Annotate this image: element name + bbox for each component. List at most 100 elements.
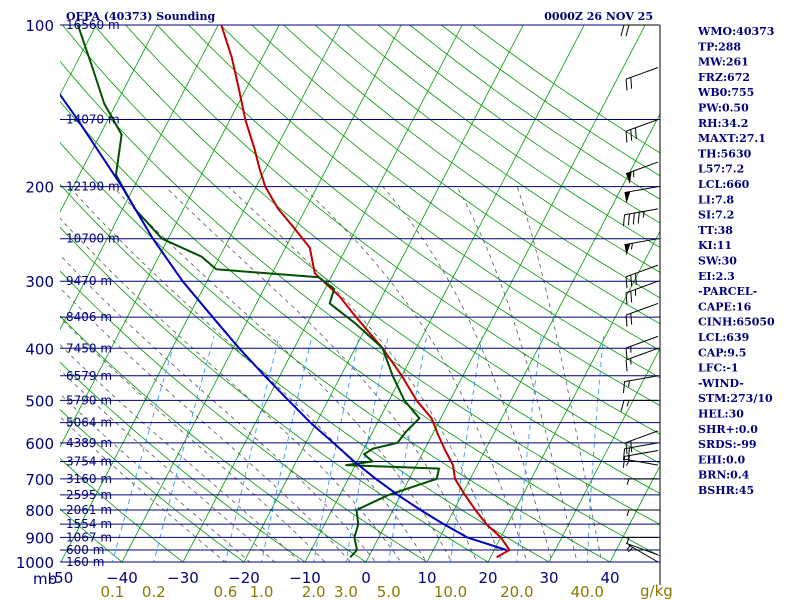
mixing-ratio-line: [313, 336, 360, 562]
stability-index: EHI:0.0: [698, 453, 745, 466]
dry-adiabat-line: [60, 183, 550, 562]
wind-barb: [625, 302, 659, 327]
mixing-ratio-line: [153, 336, 215, 562]
wind-barb: [620, 24, 658, 37]
moist-adiabat-line: [60, 217, 402, 562]
dry-adiabat-line: [60, 409, 245, 562]
dry-adiabat-line: [188, 25, 660, 379]
pressure-unit-label: mb: [33, 570, 57, 588]
wind-barb: [624, 509, 658, 517]
temperature-tick-label: 30: [539, 569, 558, 587]
wind-barb: [625, 119, 659, 143]
pressure-tick-label: 1000: [16, 554, 54, 572]
isotherm-line: [60, 25, 280, 448]
mixing-ratio-tick-label: 0.2: [142, 583, 166, 600]
dry-adiabat-line: [60, 315, 367, 562]
dry-adiabats: [60, 25, 660, 562]
isotherm-line: [60, 25, 219, 331]
stability-indices-panel: WMO:40373 TP:288 MW:261 FRZ:672 WB0:755 PW:0.…: [697, 25, 775, 497]
isotherm-line: [243, 25, 524, 562]
wind-barb: [622, 208, 659, 227]
mixing-ratio-line: [516, 336, 542, 562]
stability-index: SI:7.2: [698, 209, 734, 222]
moist-adiabat-line: [60, 254, 377, 562]
mixing-ratio-tick-label: 3.0: [334, 583, 358, 600]
stability-index: LCL:639: [698, 331, 749, 344]
wind-barb: [622, 442, 659, 461]
mixing-ratio-line: [224, 336, 280, 562]
height-label: 3160 m: [66, 472, 112, 486]
moist-adiabat-line: [60, 343, 301, 562]
isotherms: [60, 25, 660, 562]
stability-index: CAP:9.5: [698, 346, 746, 359]
moist-adiabat-line: [60, 393, 251, 562]
valid-time: 0000Z 26 NOV 25: [544, 10, 653, 23]
height-label: 6579 m: [66, 369, 112, 383]
dry-adiabat-line: [60, 270, 428, 562]
isotherm-line: [365, 25, 646, 562]
mixing-ratio-line: [345, 336, 389, 562]
stability-index: -PARCEL-: [698, 285, 757, 298]
mixing-ratio-tick-label: 1.0: [250, 583, 274, 600]
dry-adiabat-line: [156, 25, 660, 407]
height-label: 9470 m: [66, 274, 112, 288]
mixing-ratio-tick-label: 40.0: [571, 583, 604, 600]
height-label: 16560 m: [66, 18, 120, 32]
temperature-tick-label: -50: [49, 569, 74, 587]
stability-index: TP:288: [698, 40, 741, 53]
stability-index: HEL:30: [698, 408, 744, 421]
dry-adiabat-line: [220, 25, 660, 351]
moist-adiabat-line: [382, 186, 553, 562]
height-label: 3754 m: [66, 455, 112, 469]
wind-barb: [625, 347, 659, 372]
temperature-tick-label: −20: [228, 569, 260, 587]
wind-barb: [625, 264, 659, 289]
stability-index: -WIND-: [698, 377, 744, 390]
dry-adiabat-line: [60, 361, 306, 562]
mixing-ratio-tick-label: 10.0: [434, 583, 467, 600]
wind-barb: [625, 335, 659, 360]
moist-adiabat-line: [456, 186, 578, 562]
dry-adiabat-line: [62, 25, 660, 494]
moist-adiabat-line: [302, 186, 528, 562]
height-label: 4389 m: [66, 436, 112, 450]
isotherm-line: [182, 25, 463, 562]
wind-barbs: [620, 24, 659, 563]
height-label: 10700 m: [66, 232, 120, 246]
stability-index: WB0:755: [697, 86, 754, 99]
wind-barb: [625, 430, 659, 454]
mixing-ratio-line: [111, 336, 177, 562]
pressure-tick-label: 700: [25, 471, 54, 489]
stability-index: BSHR:45: [698, 484, 754, 497]
pressure-tick-label: 800: [25, 502, 54, 520]
height-label: 5064 m: [66, 416, 112, 430]
mixing-ratio-line: [261, 336, 313, 562]
height-label: 2061 m: [66, 503, 112, 517]
wind-barb: [625, 161, 659, 185]
height-label: 2595 m: [66, 488, 112, 502]
stability-index: STM:273/10: [698, 392, 773, 405]
dry-adiabat-line: [60, 457, 184, 562]
mixing-ratio-tick-label: 2.0: [302, 583, 326, 600]
dry-adiabat-line: [60, 60, 660, 525]
moist-adiabat-line: [68, 186, 427, 562]
mixing-ratio-line: [450, 336, 483, 562]
height-label: 160 m: [66, 555, 104, 569]
temperature-tick-label: −10: [289, 569, 321, 587]
stability-index: TH:5630: [698, 147, 752, 160]
wind-barb: [624, 478, 658, 485]
stability-index: FRZ:672: [698, 71, 750, 84]
isotherm-line: [304, 25, 585, 562]
stability-index: CINH:65050: [698, 316, 775, 329]
pressure-tick-label: 400: [25, 340, 54, 358]
wind-barb: [625, 67, 659, 91]
stability-index: LCL:660: [698, 178, 750, 191]
stability-index: LI:7.8: [698, 193, 734, 206]
mixing-ratio-tick-label: 0.1: [100, 583, 124, 600]
height-label: 8406 m: [66, 310, 112, 324]
temperature-tick-label: 20: [478, 569, 497, 587]
isotherm-line: [609, 464, 660, 562]
stability-index: L57:7.2: [698, 163, 744, 176]
dry-adiabat-line: [283, 25, 660, 299]
